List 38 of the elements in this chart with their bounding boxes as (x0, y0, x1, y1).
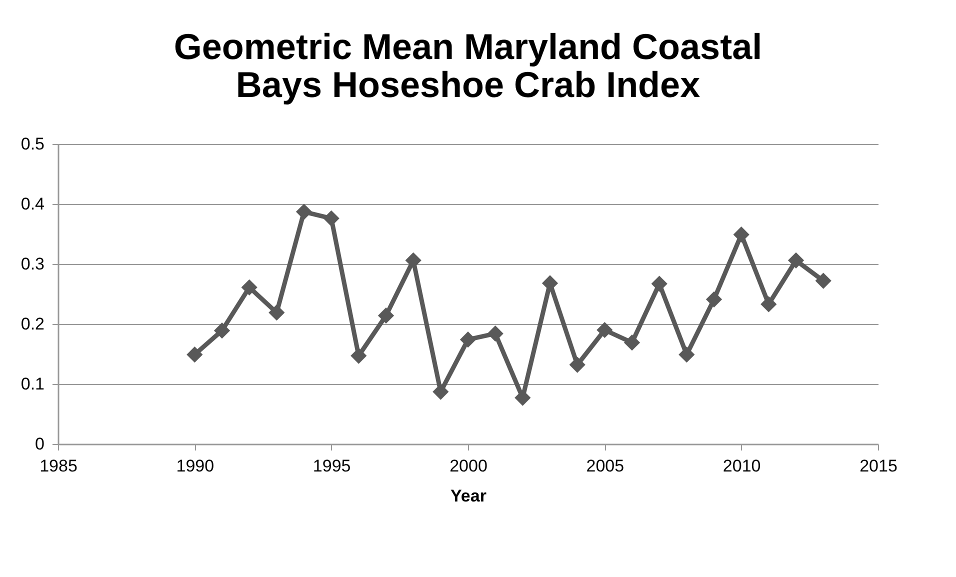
x-tick-label: 1995 (312, 456, 351, 476)
y-tick-label: 0.5 (20, 134, 44, 154)
point (460, 332, 476, 348)
point (350, 348, 367, 364)
y-tick-label: 0.1 (20, 374, 44, 394)
point (323, 210, 340, 226)
text: Geometric Mean Maryland Coastal (174, 26, 762, 67)
point (186, 346, 203, 363)
point (487, 326, 504, 342)
x-tick-label: 2000 (450, 456, 488, 476)
y-tick-label: 0.4 (20, 194, 44, 214)
point (788, 252, 804, 268)
x-tick-label: 1985 (40, 456, 78, 476)
point (760, 296, 777, 312)
x-tick-label: 2010 (722, 456, 761, 476)
point (815, 272, 832, 289)
point (432, 384, 449, 400)
x-tick-label: 2005 (586, 456, 624, 476)
y-tick-label: 0.3 (20, 254, 44, 274)
point (706, 291, 722, 308)
point (214, 322, 230, 339)
point (268, 304, 285, 321)
point (405, 252, 422, 268)
x-axis-title: Year (450, 486, 487, 506)
x-tick-label: 2015 (860, 456, 898, 476)
point (651, 276, 668, 292)
point (733, 226, 750, 243)
point (596, 322, 613, 338)
y-tick-label: 0 (35, 434, 44, 454)
point (296, 204, 312, 220)
y-tick-label: 0.2 (20, 314, 44, 334)
point (569, 356, 586, 373)
x-tick-label: 1990 (176, 456, 214, 476)
point (514, 390, 531, 406)
point (241, 279, 258, 296)
point (624, 334, 640, 351)
point (378, 308, 394, 324)
point (678, 346, 695, 363)
